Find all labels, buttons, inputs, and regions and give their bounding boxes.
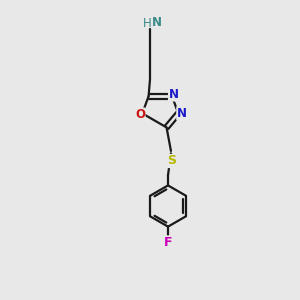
Text: N: N xyxy=(169,88,178,101)
Text: F: F xyxy=(164,236,172,249)
Text: N: N xyxy=(152,16,161,29)
Text: H: H xyxy=(143,17,152,31)
Text: S: S xyxy=(167,154,176,167)
Text: N: N xyxy=(177,107,187,120)
Text: O: O xyxy=(135,108,145,121)
